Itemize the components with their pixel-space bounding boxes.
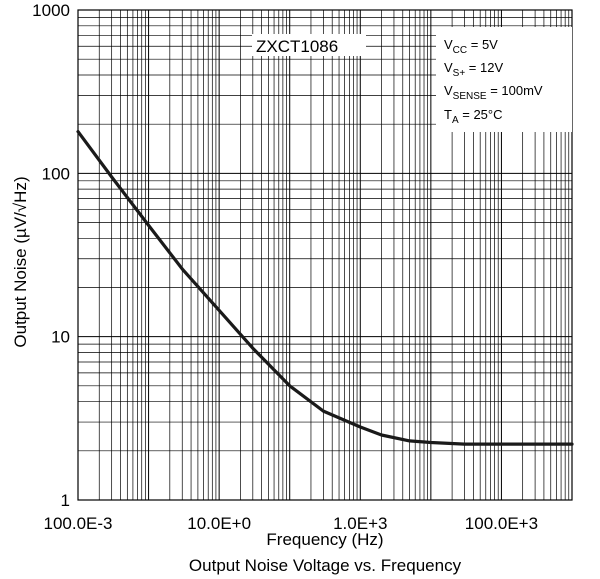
plot-frame — [77, 9, 573, 501]
y-tick-label: 1 — [61, 491, 70, 510]
chart-caption: Output Noise Voltage vs. Frequency — [189, 556, 462, 575]
device-label-group: ZXCT1086 — [252, 34, 366, 56]
condition-line: TA = 25°C — [444, 107, 503, 126]
x-tick-label: 100.0E+3 — [465, 514, 538, 533]
y-tick-label: 1000 — [32, 1, 70, 20]
x-axis-title: Frequency (Hz) — [266, 530, 383, 549]
condition-line: VSENSE = 100mV — [444, 83, 543, 102]
noise-curve — [76, 130, 574, 446]
y-tick-label: 100 — [42, 164, 70, 183]
condition-line: VCC = 5V — [444, 37, 498, 56]
condition-line: VS+ = 12V — [444, 60, 503, 79]
device-label-background — [252, 34, 366, 56]
x-tick-label: 10.0E+0 — [187, 514, 251, 533]
x-tick-label: 100.0E-3 — [44, 514, 113, 533]
y-axis-title: Output Noise (µV/√Hz) — [11, 176, 30, 347]
conditions-legend: VCC = 5V VS+ = 12V VSENSE = 100mV TA = 25°C — [436, 27, 572, 132]
y-tick-labels: 1 10 100 1000 — [32, 1, 70, 510]
conditions-background — [436, 27, 572, 132]
x-tick-labels: 100.0E-3 10.0E+0 1.0E+3 100.0E+3 — [44, 514, 539, 533]
device-label: ZXCT1086 — [256, 37, 338, 56]
x-tick-label: 1.0E+3 — [333, 514, 387, 533]
y-tick-label: 10 — [51, 328, 70, 347]
